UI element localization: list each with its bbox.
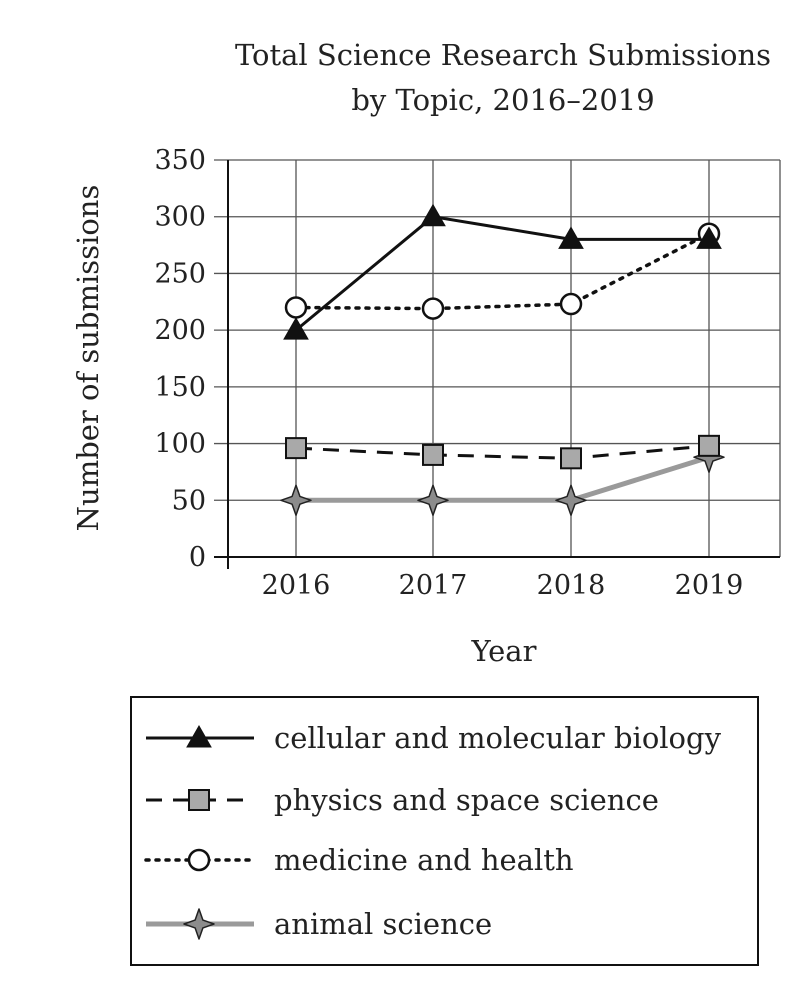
series-1 — [295, 444, 710, 460]
x-tick-label: 2017 — [399, 570, 468, 601]
data-point-marker — [698, 434, 720, 457]
x-axis-label: Year — [471, 634, 537, 668]
data-point-marker — [284, 296, 308, 319]
data-point-marker — [420, 203, 446, 227]
chart-title: Total Science Research Submissions by To… — [235, 38, 771, 117]
y-tick-label: 300 — [154, 202, 206, 233]
legend-swatch-marker — [188, 789, 210, 811]
data-point-marker — [558, 226, 584, 249]
x-tick-label: 2018 — [537, 570, 606, 601]
data-point-marker — [417, 484, 449, 517]
data-point-marker — [283, 317, 309, 340]
legend-items: cellular and molecular biology physics an… — [144, 721, 722, 941]
data-point-marker — [421, 297, 445, 320]
series-0 — [295, 215, 709, 332]
y-tick-label: 150 — [154, 372, 206, 403]
axes — [214, 160, 780, 569]
legend-label: cellular and molecular biology — [274, 721, 722, 755]
series-line — [295, 215, 709, 332]
y-tick-labels: 0 50 100 150 200 250 300 350 — [154, 145, 206, 573]
series-3 — [296, 454, 710, 503]
series-line — [296, 454, 710, 503]
series-line — [295, 444, 710, 460]
legend-swatch-marker — [183, 908, 215, 940]
legend-swatch-marker — [186, 724, 212, 748]
series-line — [294, 231, 711, 311]
y-tick-label: 350 — [154, 145, 206, 176]
legend-item: animal science — [146, 907, 492, 941]
chart-title-line-1: Total Science Research Submissions — [235, 38, 771, 72]
data-point-marker — [555, 484, 587, 517]
data-point-marker — [422, 443, 444, 466]
y-tick-label: 50 — [172, 485, 206, 516]
data-point-marker — [560, 447, 582, 470]
legend-item: cellular and molecular biology — [146, 721, 722, 755]
data-point-marker — [280, 484, 312, 517]
legend-label: medicine and health — [274, 843, 574, 877]
y-tick-label: 100 — [154, 429, 206, 460]
legend: cellular and molecular biology physics an… — [130, 696, 759, 966]
x-tick-label: 2016 — [262, 570, 331, 601]
y-axis-label: Number of submissions — [71, 185, 105, 532]
chart-title-line-2: by Topic, 2016–2019 — [351, 83, 654, 117]
legend-swatch-marker — [187, 848, 211, 872]
data-point-marker — [559, 292, 583, 316]
series-2 — [294, 231, 711, 311]
y-tick-label: 0 — [189, 542, 206, 573]
data-point-marker — [696, 226, 722, 249]
x-tick-label: 2019 — [675, 570, 744, 601]
legend-item: physics and space science — [146, 783, 659, 817]
legend-box — [130, 696, 759, 966]
data-point-marker — [285, 437, 307, 460]
series-layer — [280, 203, 725, 517]
y-tick-label: 250 — [154, 258, 206, 289]
x-tick-labels: 2016 2017 2018 2019 — [262, 570, 744, 601]
y-tick-label: 200 — [154, 315, 206, 346]
legend-label: physics and space science — [274, 783, 659, 817]
legend-item: medicine and health — [144, 843, 574, 877]
legend-label: animal science — [274, 907, 492, 941]
